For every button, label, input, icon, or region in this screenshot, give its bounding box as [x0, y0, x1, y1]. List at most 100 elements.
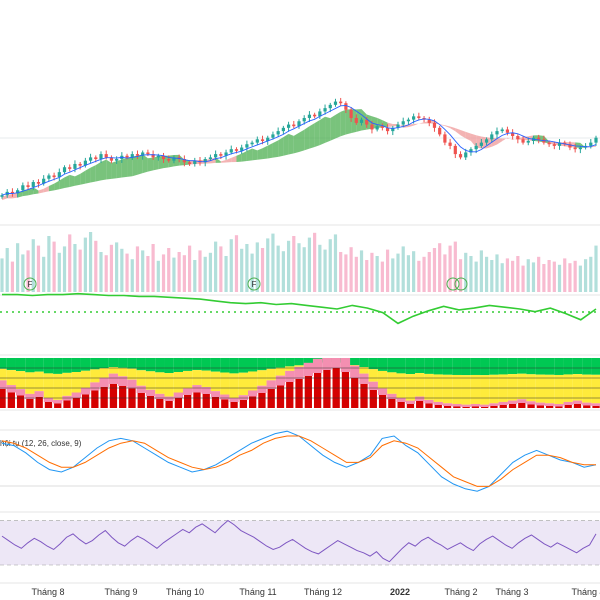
candle-body — [31, 182, 35, 187]
breadth-pink-segment — [544, 403, 555, 406]
volume-bar — [109, 244, 114, 292]
breadth-pink-segment — [43, 397, 54, 402]
breadth-yellow-segment — [6, 370, 16, 386]
candle-body — [438, 127, 442, 135]
cloud-segment — [215, 157, 221, 163]
breadth-yellow-segment — [517, 373, 527, 400]
candle-body — [229, 149, 233, 153]
breadth-red-segment — [564, 405, 572, 408]
breadth-yellow-segment — [294, 365, 304, 367]
breadth-red-segment — [295, 379, 303, 408]
breadth-yellow-segment — [145, 371, 156, 390]
cloud-segment — [413, 123, 419, 126]
volume-bar — [266, 238, 270, 292]
cloud-segment — [470, 133, 477, 148]
candle-body — [255, 139, 259, 143]
breadth-yellow-segment — [118, 367, 128, 377]
breadth-pink-segment — [377, 388, 388, 395]
breadth-red-segment — [518, 403, 526, 408]
volume-bar — [557, 264, 562, 292]
cloud-segment — [278, 137, 284, 157]
cloud-segment — [231, 155, 237, 163]
breadth-yellow-segment — [99, 368, 109, 378]
volume-bar — [21, 254, 25, 292]
breadth-pink-segment — [415, 396, 425, 401]
breadth-green-segment — [183, 358, 193, 371]
volume-bar — [573, 260, 577, 292]
candle-body — [26, 185, 30, 187]
breadth-green-segment — [563, 358, 573, 375]
volume-bar — [250, 253, 254, 292]
candle-body — [161, 155, 166, 160]
cloud-segment — [137, 154, 143, 175]
breadth-green-segment — [517, 358, 527, 374]
breadth-green-segment — [294, 358, 304, 366]
breadth-pane — [0, 358, 600, 408]
breadth-red-segment — [26, 399, 34, 408]
volume-bar — [281, 251, 285, 292]
breadth-green-segment — [238, 358, 249, 373]
price-candles — [0, 97, 598, 199]
breadth-yellow-segment — [415, 373, 425, 397]
signal-marker-circle — [446, 277, 460, 291]
breadth-red-segment — [443, 406, 452, 408]
breadth-red-segment — [54, 403, 62, 408]
breadth-pink-segment — [118, 376, 128, 386]
candle-body — [391, 127, 395, 132]
volume-bar — [229, 239, 233, 292]
breadth-yellow-segment — [359, 367, 369, 374]
candle-body — [495, 131, 499, 135]
breadth-red-segment — [16, 395, 25, 408]
candle-body — [557, 142, 562, 146]
cloud-segment — [309, 123, 315, 149]
volume-bar — [458, 259, 463, 292]
breadth-yellow-segment — [53, 373, 63, 400]
breadth-pink-segment — [210, 391, 221, 397]
breadth-pink-segment — [350, 365, 360, 378]
breadth-yellow-segment — [507, 374, 518, 401]
candle-body — [469, 149, 473, 153]
volume-bar — [62, 246, 67, 292]
cloud-segment — [38, 188, 44, 194]
breadth-green-segment — [71, 358, 81, 372]
cloud-segment — [418, 122, 425, 124]
candle-body — [115, 159, 119, 161]
breadth-green-segment — [377, 358, 388, 371]
cloud-segment — [147, 157, 154, 172]
breadth-red-segment — [360, 384, 368, 408]
breadth-red-segment — [146, 396, 155, 408]
breadth-red-segment — [119, 386, 127, 408]
volume-bar — [245, 244, 249, 292]
breadth-green-segment — [164, 358, 174, 374]
volume-bar — [297, 243, 301, 292]
candle-body — [323, 108, 327, 112]
candle-body — [125, 155, 129, 158]
breadth-yellow-segment — [470, 374, 481, 404]
volume-bar — [354, 256, 358, 292]
volume-bar — [349, 247, 353, 292]
volume-bar — [370, 252, 374, 292]
candle-body — [547, 142, 551, 145]
candle-body — [573, 147, 577, 150]
candle-body — [73, 163, 77, 169]
indicator-line-pane — [0, 292, 600, 325]
volume-bar — [479, 250, 483, 292]
x-tick-label: Tháng 12 — [304, 587, 342, 597]
breadth-yellow-segment — [544, 374, 555, 404]
cloud-segment — [226, 157, 232, 163]
x-tick-label: Tháng 3 — [495, 587, 528, 597]
breadth-pink-segment — [480, 404, 490, 407]
cloud-segment — [293, 132, 299, 154]
candle-body — [240, 147, 244, 151]
candle-body — [359, 119, 364, 123]
breadth-red-segment — [508, 404, 517, 408]
conversion-line — [1, 105, 597, 196]
breadth-green-segment — [554, 358, 564, 375]
breadth-green-segment — [201, 358, 211, 371]
candle-body — [458, 154, 463, 158]
candle-body — [21, 185, 25, 191]
breadth-green-segment — [220, 358, 230, 373]
cloud-segment — [460, 129, 466, 139]
candle-body — [417, 116, 421, 118]
signal-marker-label: F — [28, 280, 33, 289]
